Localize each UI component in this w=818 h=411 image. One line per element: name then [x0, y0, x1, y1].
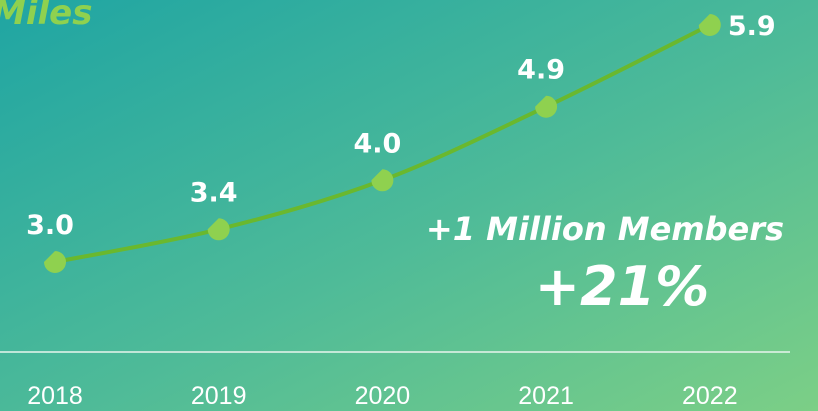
- data-label: 4.9: [517, 55, 565, 86]
- data-label: 3.0: [26, 210, 74, 241]
- annotation: +21%: [535, 255, 710, 318]
- marker: [207, 216, 230, 241]
- x-tick-label: 2018: [27, 382, 83, 410]
- x-tick-label: 2020: [355, 382, 411, 410]
- data-label: 3.4: [190, 177, 238, 208]
- data-label: 4.0: [353, 128, 401, 159]
- chart-title: Miles: [0, 0, 92, 33]
- marker: [535, 93, 558, 118]
- marker: [698, 12, 721, 36]
- x-tick-label: 2019: [191, 382, 247, 410]
- marker: [371, 167, 394, 192]
- x-tick-label: 2022: [682, 382, 738, 410]
- marker: [44, 249, 66, 273]
- x-tick-label: 2021: [518, 382, 574, 410]
- data-label: 5.9: [728, 11, 776, 42]
- annotation: +1 Million Members: [426, 210, 784, 248]
